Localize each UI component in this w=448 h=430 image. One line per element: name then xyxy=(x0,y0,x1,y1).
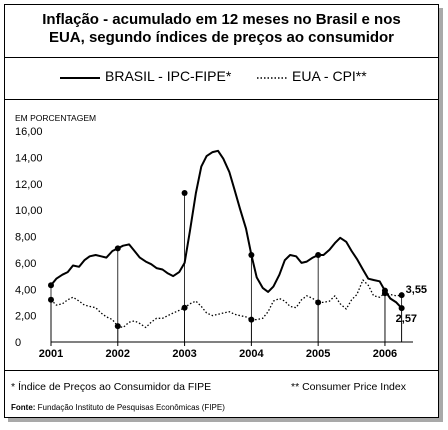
y-tick-label: 8,00 xyxy=(15,232,36,244)
legend-divider xyxy=(5,99,438,100)
footnote-eua: ** Consumer Price Index xyxy=(291,381,406,393)
source-text: Fundação Instituto de Pesquisas Econômic… xyxy=(37,403,225,412)
title-line-2: EUA, segundo índices de preços ao consum… xyxy=(48,29,395,46)
y-tick-label: 12,00 xyxy=(15,179,43,191)
marker-point-eua xyxy=(381,290,388,297)
marker-point-brasil xyxy=(181,189,188,196)
series-line-brasil xyxy=(50,149,403,309)
source-note: Fonte: Fundação Instituto de Pesquisas E… xyxy=(11,403,225,412)
y-tick-label: 10,00 xyxy=(15,205,43,217)
marker-point-eua xyxy=(114,323,121,330)
marker-point-brasil xyxy=(114,245,121,252)
marker-point-brasil xyxy=(248,251,255,258)
footnote-brasil: * Índice de Preços ao Consumidor da FIPE xyxy=(11,381,212,393)
source-label: Fonte: xyxy=(11,403,36,412)
legend: BRASIL - IPC-FIPE* EUA - CPI** xyxy=(5,68,438,88)
x-tick-label: 2006 xyxy=(373,348,397,360)
marker-point-eua xyxy=(181,304,188,311)
legend-swatch-brasil xyxy=(60,77,100,79)
marker-point-eua xyxy=(48,296,54,303)
marker-point-eua xyxy=(315,299,322,306)
y-axis-label: EM PORCENTAGEM xyxy=(15,113,97,123)
data-label: 2,57 xyxy=(396,313,417,325)
data-label: 3,55 xyxy=(406,284,427,296)
marker-point-brasil xyxy=(48,282,54,289)
legend-swatch-eua xyxy=(257,77,287,79)
marker-point-brasil xyxy=(398,305,405,312)
marker-point-eua xyxy=(248,316,255,323)
y-tick-label: 2,00 xyxy=(15,311,36,323)
y-tick-label: 4,00 xyxy=(15,284,36,296)
title-divider xyxy=(5,57,438,58)
y-tick-label: 0 xyxy=(15,337,21,349)
x-tick-label: 2005 xyxy=(306,348,330,360)
legend-label-brasil: BRASIL - IPC-FIPE* xyxy=(105,68,232,84)
y-tick-label: 16,00 xyxy=(15,126,43,138)
legend-label-eua: EUA - CPI** xyxy=(292,68,367,84)
x-tick-label: 2002 xyxy=(106,348,130,360)
marker-point-eua xyxy=(398,292,405,299)
y-tick-label: 14,00 xyxy=(15,152,43,164)
x-tick-label: 2004 xyxy=(239,348,264,360)
marker-point-brasil xyxy=(315,251,322,258)
chart-title: Inflação - acumulado em 12 meses no Bras… xyxy=(5,11,438,47)
y-tick-label: 6,00 xyxy=(15,258,36,270)
line-chart: 16,00 14,00 12,00 10,00 8,00 6,00 4,00 2,00 0 200… xyxy=(15,126,427,360)
series-line-eua xyxy=(50,279,402,329)
chart-frame: Inflação - acumulado em 12 meses no Bras… xyxy=(4,4,439,418)
footnote-divider xyxy=(5,370,438,371)
title-line-1: Inflação - acumulado em 12 meses no Bras… xyxy=(42,11,401,28)
x-tick-label: 2001 xyxy=(39,348,63,360)
x-tick-label: 2003 xyxy=(172,348,196,360)
